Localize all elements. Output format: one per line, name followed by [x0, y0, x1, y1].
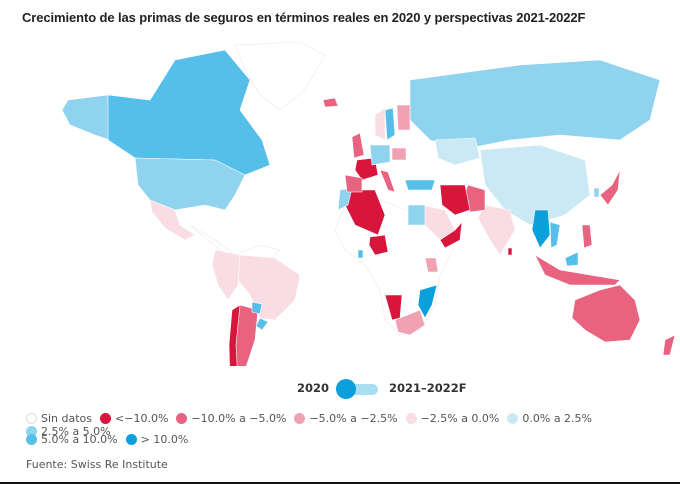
world-map[interactable]: Alaska: 2.5% a 5.0%Canada: 5.0% a 10.0%U…	[0, 36, 680, 366]
country-mozambique[interactable]: Mozambique: > 10.0%	[417, 284, 438, 319]
country-greenland[interactable]: Greenland: Sin datos	[234, 41, 326, 111]
legend-label: 0.0% a 2.5%	[522, 412, 593, 425]
country-turkey[interactable]: Turkey: 5.0% a 10.0%	[404, 179, 436, 191]
country-sweden[interactable]: Sweden: 5.0% a 10.0%	[384, 107, 396, 141]
country-italy[interactable]: Italy: −10.0% a −5.0%	[379, 169, 396, 193]
legend-swatch-icon	[176, 413, 188, 424]
country-brazil[interactable]: Brazil: −2.5% a 0.0%	[237, 254, 301, 321]
country-indonesia[interactable]: Indonesia: −10.0% a −5.0%	[534, 254, 621, 286]
legend-label: −2.5% a 0.0%	[420, 412, 500, 425]
legend-swatch-icon	[294, 413, 306, 424]
country-nigeria[interactable]: Nigeria: <−10.0%	[368, 234, 389, 256]
country-new-zealand[interactable]: New Zealand: −10.0% a −5.0%	[662, 334, 676, 356]
source-note: Fuente: Swiss Re Institute	[26, 458, 168, 471]
toggle-label-2020[interactable]: 2020	[297, 381, 330, 395]
country-uruguay[interactable]: Uruguay: 5.0% a 10.0%	[255, 317, 269, 331]
country-chile[interactable]: Chile: <−10.0%	[228, 304, 241, 366]
country-finland[interactable]: Finland: −5.0% a −2.5%	[396, 104, 411, 131]
country-india[interactable]: India: −2.5% a 0.0%	[477, 204, 516, 256]
country-south-africa[interactable]: South Africa: −5.0% a −2.5%	[394, 309, 426, 336]
legend-label: 5.0% a 10.0%	[41, 432, 118, 446]
legend: Sin datos <−10.0% −10.0% a −5.0% −5.0% a −2…	[26, 412, 676, 448]
country-ghana[interactable]: Ghana: 5.0% a 10.0%	[357, 249, 364, 259]
legend-row-2: 5.0% a 10.0% > 10.0%	[26, 430, 676, 448]
country-germany[interactable]: Germany: 2.5% a 5.0%	[369, 144, 391, 166]
legend-swatch-icon	[26, 413, 37, 424]
toggle-knob[interactable]	[336, 379, 356, 399]
country-united-states[interactable]: United States: 2.5% a 5.0%	[134, 157, 246, 211]
legend-item[interactable]: 5.0% a 10.0%	[26, 433, 118, 446]
country-spain[interactable]: Spain: −10.0% a −5.0%	[344, 174, 363, 193]
country-thailand-myanmar[interactable]: Thailand/Myanmar: > 10.0%	[531, 209, 551, 249]
legend-label: −10.0% a −5.0%	[191, 412, 287, 425]
legend-label: <−10.0%	[115, 412, 169, 425]
country-china[interactable]: China: 0.0% a 2.5%	[479, 144, 591, 226]
toggle-label-forecast[interactable]: 2021–2022F	[389, 381, 467, 395]
legend-item[interactable]: −10.0% a −5.0%	[176, 412, 286, 425]
legend-label: −5.0% a −2.5%	[309, 412, 398, 425]
country-kazakhstan[interactable]: Kazakhstan: 0.0% a 2.5%	[434, 137, 481, 166]
country-paraguay[interactable]: Paraguay: 5.0% a 10.0%	[251, 301, 263, 315]
country-vietnam[interactable]: Vietnam: 5.0% a 10.0%	[549, 221, 561, 249]
toggle-track[interactable]	[342, 384, 378, 395]
country-russia[interactable]: Russia: 2.5% a 5.0%	[409, 59, 661, 151]
country-yemen-oman[interactable]: Yemen/Oman: <−10.0%	[439, 221, 463, 249]
country-alaska[interactable]: Alaska: 2.5% a 5.0%	[61, 94, 111, 141]
country-poland[interactable]: Poland: −5.0% a −2.5%	[391, 147, 407, 161]
legend-item[interactable]: <−10.0%	[100, 412, 168, 425]
legend-swatch-icon	[26, 426, 37, 437]
chart-title: Crecimiento de las primas de seguros en …	[22, 10, 586, 25]
country-australia[interactable]: Australia: −10.0% a −5.0%	[571, 284, 641, 343]
legend-item[interactable]: −2.5% a 0.0%	[405, 412, 500, 425]
bottom-divider	[0, 482, 680, 484]
legend-swatch-icon	[507, 413, 519, 424]
legend-item[interactable]: > 10.0%	[125, 432, 189, 446]
country-namibia[interactable]: Namibia: <−10.0%	[384, 294, 403, 321]
country-japan[interactable]: Japan: −10.0% a −5.0%	[599, 169, 621, 206]
country-mexico[interactable]: Mexico: −2.5% a 0.0%	[149, 199, 196, 241]
country-norway[interactable]: Norway: −2.5% a 0.0%	[374, 107, 386, 141]
country-iceland[interactable]: Iceland: −10.0% a −5.0%	[322, 97, 339, 108]
legend-item[interactable]: 0.0% a 2.5%	[507, 412, 592, 425]
country-malaysia[interactable]: Malaysia: 5.0% a 10.0%	[564, 251, 579, 267]
legend-swatch-icon	[26, 433, 37, 445]
country-korea[interactable]: Korea: 2.5% a 5.0%	[593, 187, 600, 198]
country-egypt[interactable]: Egypt: 2.5% a 5.0%	[407, 204, 426, 226]
legend-item[interactable]: −5.0% a −2.5%	[294, 412, 398, 425]
legend-swatch-icon	[100, 413, 112, 424]
legend-swatch-icon	[125, 433, 137, 445]
country-united-kingdom[interactable]: United Kingdom: −10.0% a −5.0%	[351, 132, 365, 159]
country-sri-lanka[interactable]: Sri Lanka: <−10.0%	[507, 247, 513, 256]
period-toggle[interactable]: 2020 2021–2022F	[0, 378, 680, 400]
country-philippines[interactable]: Philippines: −10.0% a −5.0%	[581, 224, 593, 249]
country-iran[interactable]: Iran: <−10.0%	[439, 184, 471, 216]
legend-label: Sin datos	[41, 412, 93, 425]
legend-label: > 10.0%	[140, 432, 189, 446]
country-algeria[interactable]: Algeria: <−10.0%	[344, 189, 386, 236]
legend-row-1: Sin datos <−10.0% −10.0% a −5.0% −5.0% a −2…	[26, 412, 676, 438]
country-kenya[interactable]: Kenya: −5.0% a −2.5%	[424, 257, 439, 273]
legend-swatch-icon	[405, 413, 417, 424]
legend-item[interactable]: 2.5% a 5.0%	[26, 425, 111, 438]
legend-label: 2.5% a 5.0%	[41, 425, 111, 438]
legend-item[interactable]: Sin datos	[26, 412, 92, 425]
country-colombia-peru[interactable]: Colombia/Peru: −2.5% a 0.0%	[211, 249, 241, 301]
